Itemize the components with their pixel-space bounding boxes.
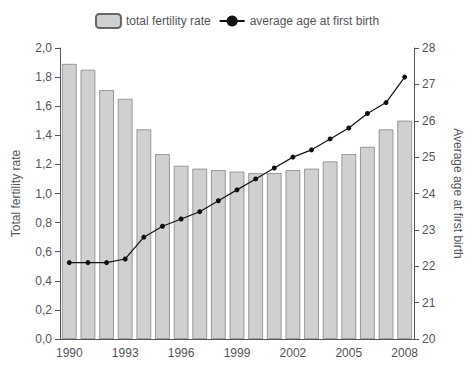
svg-text:0,6: 0,6: [35, 245, 52, 259]
svg-text:26: 26: [422, 114, 436, 128]
svg-text:0,2: 0,2: [35, 303, 52, 317]
svg-text:Average age at first birth: Average age at first birth: [451, 128, 465, 259]
svg-text:1,0: 1,0: [35, 187, 52, 201]
svg-text:total fertility rate: total fertility rate: [126, 14, 211, 28]
svg-text:1993: 1993: [112, 346, 139, 360]
svg-text:Total fertility rate: Total fertility rate: [9, 149, 23, 237]
svg-text:1,2: 1,2: [35, 157, 52, 171]
svg-text:0,0: 0,0: [35, 332, 52, 346]
svg-text:average age at first birth: average age at first birth: [250, 14, 379, 28]
svg-text:1,4: 1,4: [35, 128, 52, 142]
svg-text:2002: 2002: [280, 346, 307, 360]
svg-text:1990: 1990: [56, 346, 83, 360]
svg-text:25: 25: [422, 150, 436, 164]
svg-text:2008: 2008: [391, 346, 418, 360]
svg-text:2,0: 2,0: [35, 41, 52, 55]
svg-text:1996: 1996: [168, 346, 195, 360]
svg-text:0,4: 0,4: [35, 274, 52, 288]
svg-text:2005: 2005: [335, 346, 362, 360]
svg-text:1999: 1999: [224, 346, 251, 360]
svg-text:20: 20: [422, 332, 436, 346]
svg-text:28: 28: [422, 41, 436, 55]
svg-text:22: 22: [422, 259, 436, 273]
svg-text:1,6: 1,6: [35, 99, 52, 113]
svg-text:21: 21: [422, 296, 436, 310]
svg-text:0,8: 0,8: [35, 216, 52, 230]
svg-text:23: 23: [422, 223, 436, 237]
svg-text:24: 24: [422, 187, 436, 201]
svg-text:27: 27: [422, 77, 436, 91]
svg-text:1,8: 1,8: [35, 70, 52, 84]
